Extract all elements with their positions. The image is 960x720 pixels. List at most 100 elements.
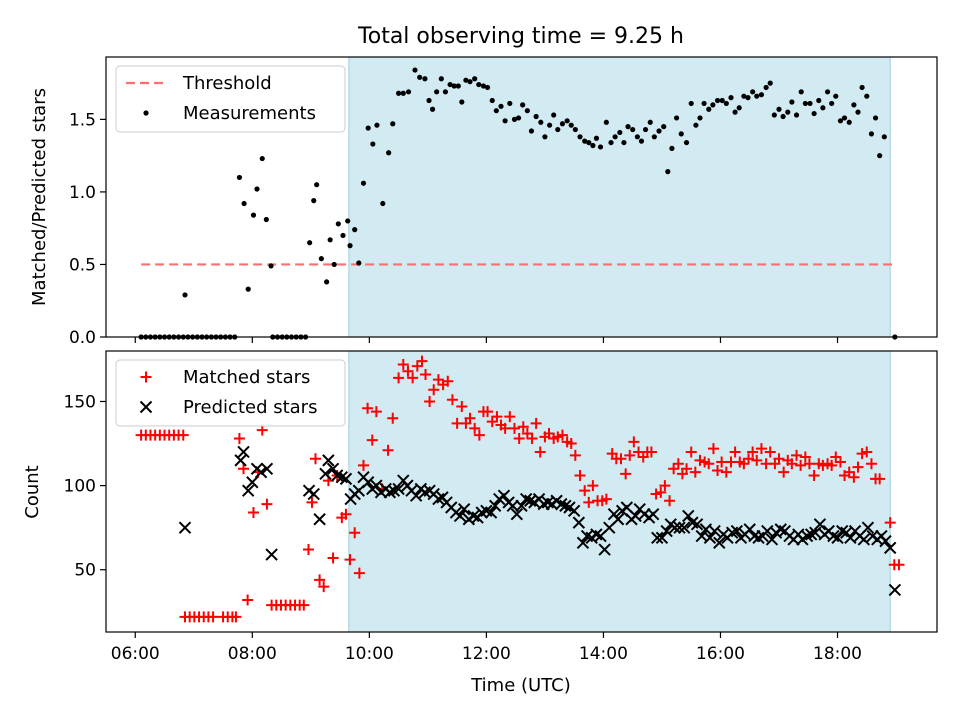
predicted-star-marker [765, 533, 779, 546]
matched-star-marker [416, 355, 428, 367]
matched-star-marker [306, 496, 318, 508]
predicted-star-marker [246, 476, 259, 489]
matched-star-marker [861, 446, 873, 458]
predicted-star-marker [655, 531, 669, 544]
predicted-star-marker [361, 476, 375, 489]
legend-label: Threshold [182, 73, 272, 94]
matched-star-marker [473, 429, 485, 441]
matched-star-marker [349, 527, 361, 539]
bottom-observing-window [348, 350, 891, 633]
matched-star-marker [786, 458, 798, 470]
matched-star-marker [230, 611, 242, 623]
matched-star-marker [893, 559, 905, 571]
predicted-star-marker [677, 521, 691, 534]
measurement-point [811, 110, 817, 117]
measurement-point [263, 216, 269, 223]
measurement-point [572, 126, 578, 133]
matched-star-marker [799, 451, 811, 463]
matched-star-marker [755, 443, 767, 455]
matched-star-marker [615, 453, 627, 465]
matched-star-marker [543, 427, 555, 439]
predicted-star-marker [844, 531, 857, 544]
matched-star-marker [747, 446, 759, 458]
matched-star-marker [694, 454, 706, 466]
matched-star-marker [843, 466, 855, 478]
measurement-point [374, 122, 380, 128]
predicted-star-marker [488, 499, 502, 513]
measurement-point [829, 100, 835, 107]
measurement-point [254, 186, 260, 192]
matched-star-marker [672, 458, 684, 470]
x-tick-label: 10:00 [345, 644, 394, 664]
measurement-point [820, 105, 826, 111]
measurement-point [864, 93, 870, 99]
measurement-point [693, 122, 699, 128]
predicted-star-marker [703, 531, 717, 544]
matched-star-marker [716, 456, 728, 468]
bottom-y-tick-label: 100 [64, 477, 96, 497]
matched-star-marker [242, 594, 254, 606]
measurement-point [868, 131, 875, 137]
matched-star-marker [884, 517, 896, 529]
measurement-point [656, 128, 662, 134]
matched-star-marker [387, 412, 399, 424]
x-tick-label: 16:00 [696, 644, 745, 664]
measurement-point [347, 243, 353, 249]
measurement-point [745, 95, 751, 101]
measurement-point [331, 261, 337, 268]
matched-star-marker [327, 552, 339, 564]
matched-star-marker [491, 411, 503, 423]
top-y-axis-label: Matched/Predicted stars [29, 88, 50, 306]
matched-star-marker [508, 422, 520, 434]
predicted-star-marker [234, 454, 247, 467]
matched-star-marker [366, 434, 378, 446]
measurement-point [593, 135, 600, 141]
predicted-star-marker [467, 509, 480, 523]
measurement-point [447, 81, 453, 88]
top-y-tick-label: 0.5 [69, 255, 96, 275]
legend-label: Measurements [183, 103, 316, 124]
measurement-point [442, 89, 449, 95]
matched-star-marker [207, 611, 219, 623]
measurement-point [360, 180, 367, 186]
matched-star-marker [424, 395, 436, 407]
measurement-point [851, 102, 857, 108]
measurement-point [634, 134, 640, 140]
matched-star-marker [233, 432, 245, 444]
matched-star-marker [344, 554, 356, 566]
matched-star-marker [720, 466, 732, 478]
matched-star-marker [247, 507, 259, 519]
predicted-star-marker [510, 508, 524, 521]
measurement-point [511, 116, 518, 122]
measurement-point [750, 89, 756, 95]
measurement-point [405, 89, 412, 95]
legend-label: Predicted stars [183, 397, 317, 418]
bottom-series-matched-stars [135, 355, 905, 623]
predicted-star-marker [484, 506, 498, 519]
measurement-point [719, 97, 725, 104]
measurement-point [714, 97, 721, 104]
measurement-point [638, 138, 645, 144]
matched-star-marker [482, 406, 494, 418]
measurement-point [807, 100, 813, 107]
predicted-star-marker [322, 454, 335, 467]
measurement-point [352, 227, 358, 233]
matched-star-marker [534, 446, 546, 458]
measurement-point [370, 141, 376, 147]
measurement-point [480, 83, 487, 89]
matched-star-marker [464, 412, 476, 424]
matched-star-marker [743, 453, 755, 465]
measurement-point [426, 97, 432, 104]
matched-star-marker [795, 459, 807, 471]
top-observing-window [348, 56, 891, 338]
measurement-point [434, 89, 440, 95]
predicted-star-marker [383, 486, 397, 499]
predicted-star-marker [708, 524, 721, 538]
measurement-point [824, 89, 831, 95]
measurement-point [608, 139, 614, 146]
matched-star-marker [808, 470, 820, 482]
predicted-star-marker [651, 531, 664, 544]
measurement-point [463, 77, 469, 83]
predicted-star-marker [598, 543, 611, 556]
matched-star-marker [393, 372, 405, 384]
